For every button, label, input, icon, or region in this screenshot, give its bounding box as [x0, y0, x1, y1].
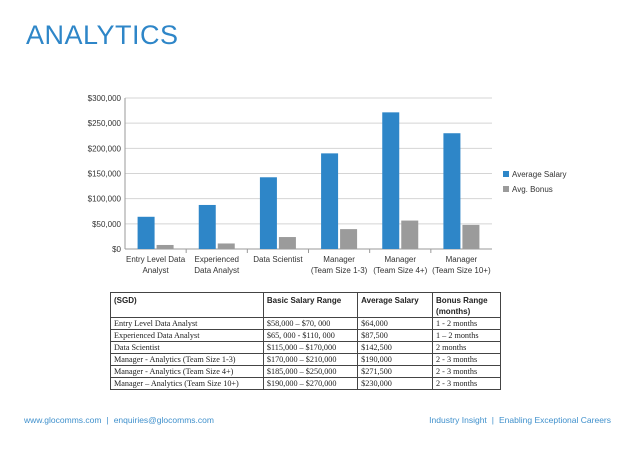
- bar-avg-bonus: [401, 220, 419, 249]
- bar-avg-bonus: [217, 243, 235, 249]
- table-header-average-salary: Average Salary: [357, 292, 434, 318]
- footer-email-link[interactable]: enquiries@glocomms.com: [113, 415, 214, 425]
- y-tick-label: $300,000: [88, 94, 122, 103]
- table-cell-role: Manager - Analytics (Team Size 4+): [110, 365, 264, 378]
- x-tick-label: Data Scientist: [253, 255, 303, 264]
- table-header-bonus-months-label: (months): [436, 307, 471, 316]
- table-cell-salary-range: $65, 000 - $110, 000: [262, 329, 359, 342]
- table-cell-role: Entry Level Data Analyst: [110, 317, 264, 330]
- footer-contact: www.glocomms.com | enquiries@glocomms.com: [24, 415, 214, 425]
- table-cell-average-salary: $230,000: [357, 377, 434, 390]
- table-row: Manager - Analytics (Team Size 4+) $185,…: [110, 365, 501, 378]
- table-row: Manager – Analytics (Team Size 10+) $190…: [110, 377, 501, 390]
- y-tick-label: $150,000: [88, 170, 122, 179]
- footer-tagline-careers: Enabling Exceptional Careers: [499, 415, 611, 425]
- x-tick-label: Analyst: [142, 266, 169, 275]
- table-header-bonus-range: Bonus Range (months): [432, 292, 501, 318]
- x-tick-label: Manager: [323, 255, 355, 264]
- table-cell-bonus-range: 2 - 3 months: [432, 365, 501, 378]
- table-cell-role: Manager – Analytics (Team Size 10+): [110, 377, 264, 390]
- table-cell-bonus-range: 1 – 2 months: [432, 329, 501, 342]
- table-cell-average-salary: $64,000: [357, 317, 434, 330]
- y-tick-label: $0: [112, 245, 121, 254]
- salary-table: (SGD) Basic Salary Range Average Salary …: [110, 292, 501, 390]
- table-cell-bonus-range: 2 - 3 months: [432, 377, 501, 390]
- bar-average-salary: [259, 177, 277, 249]
- legend-label: Average Salary: [512, 170, 567, 179]
- bar-average-salary: [443, 133, 461, 249]
- x-tick-label: Entry Level Data: [126, 255, 186, 264]
- table-row: Experienced Data Analyst $65, 000 - $110…: [110, 329, 501, 342]
- bar-avg-bonus: [462, 224, 480, 249]
- footer-tagline: Industry Insight | Enabling Exceptional Ca…: [429, 415, 611, 425]
- table-cell-bonus-range: 2 - 3 months: [432, 353, 501, 366]
- table-cell-role: Manager - Analytics (Team Size 1-3): [110, 353, 264, 366]
- x-tick-label: (Team Size 1-3): [311, 266, 368, 275]
- table-cell-salary-range: $190,000 – $270,000: [262, 377, 359, 390]
- table-cell-role: Data Scientist: [110, 341, 264, 354]
- bar-average-salary: [321, 153, 339, 249]
- y-tick-label: $100,000: [88, 195, 122, 204]
- table-cell-salary-range: $170,000 – $210,000: [262, 353, 359, 366]
- x-tick-label: Manager: [446, 255, 478, 264]
- table-cell-average-salary: $271,500: [357, 365, 434, 378]
- table-cell-average-salary: $142,500: [357, 341, 434, 354]
- table-cell-salary-range: $185,000 – $250,000: [262, 365, 359, 378]
- bar-avg-bonus: [278, 237, 296, 249]
- table-row: Data Scientist $115,000 – $170,000 $142,…: [110, 341, 501, 354]
- table-row: Entry Level Data Analyst $58,000 – $70, …: [110, 317, 501, 330]
- footer-separator: |: [106, 415, 109, 425]
- table-header-basic-salary-range: Basic Salary Range: [262, 292, 359, 318]
- table-row: Manager - Analytics (Team Size 1-3) $170…: [110, 353, 501, 366]
- table-cell-bonus-range: 1 - 2 months: [432, 317, 501, 330]
- y-tick-label: $200,000: [88, 144, 122, 153]
- y-tick-label: $250,000: [88, 119, 122, 128]
- page-title: ANALYTICS: [26, 20, 179, 50]
- table-cell-average-salary: $190,000: [357, 353, 434, 366]
- footer-tagline-insight: Industry Insight: [429, 415, 487, 425]
- footer-website-link[interactable]: www.glocomms.com: [24, 415, 102, 425]
- x-tick-label: (Team Size 4+): [373, 266, 427, 275]
- x-tick-label: Manager: [384, 255, 416, 264]
- table-cell-average-salary: $87,500: [357, 329, 434, 342]
- table-cell-salary-range: $58,000 – $70, 000: [262, 317, 359, 330]
- table-header-sgd: (SGD): [110, 292, 264, 318]
- bar-average-salary: [198, 204, 216, 249]
- table-cell-role: Experienced Data Analyst: [110, 329, 264, 342]
- table-cell-salary-range: $115,000 – $170,000: [262, 341, 359, 354]
- table-header-row: (SGD) Basic Salary Range Average Salary …: [110, 292, 501, 318]
- bar-average-salary: [382, 112, 400, 249]
- x-tick-label: Data Analyst: [194, 266, 240, 275]
- bar-avg-bonus: [156, 244, 174, 249]
- y-tick-label: $50,000: [92, 220, 121, 229]
- x-tick-label: (Team Size 10+): [432, 266, 491, 275]
- x-tick-label: Experienced: [195, 255, 239, 264]
- table-header-bonus-range-label: Bonus Range: [436, 296, 488, 305]
- legend-swatch: [503, 186, 509, 192]
- bar-average-salary: [137, 216, 155, 249]
- table-cell-bonus-range: 2 months: [432, 341, 501, 354]
- legend-label: Avg. Bonus: [512, 185, 553, 194]
- salary-bar-chart: $0 $50,000 $100,000 $150,000 $200,000 $250,00…: [88, 94, 567, 275]
- legend-swatch: [503, 171, 509, 177]
- bar-avg-bonus: [340, 229, 358, 249]
- footer-separator: |: [491, 415, 495, 425]
